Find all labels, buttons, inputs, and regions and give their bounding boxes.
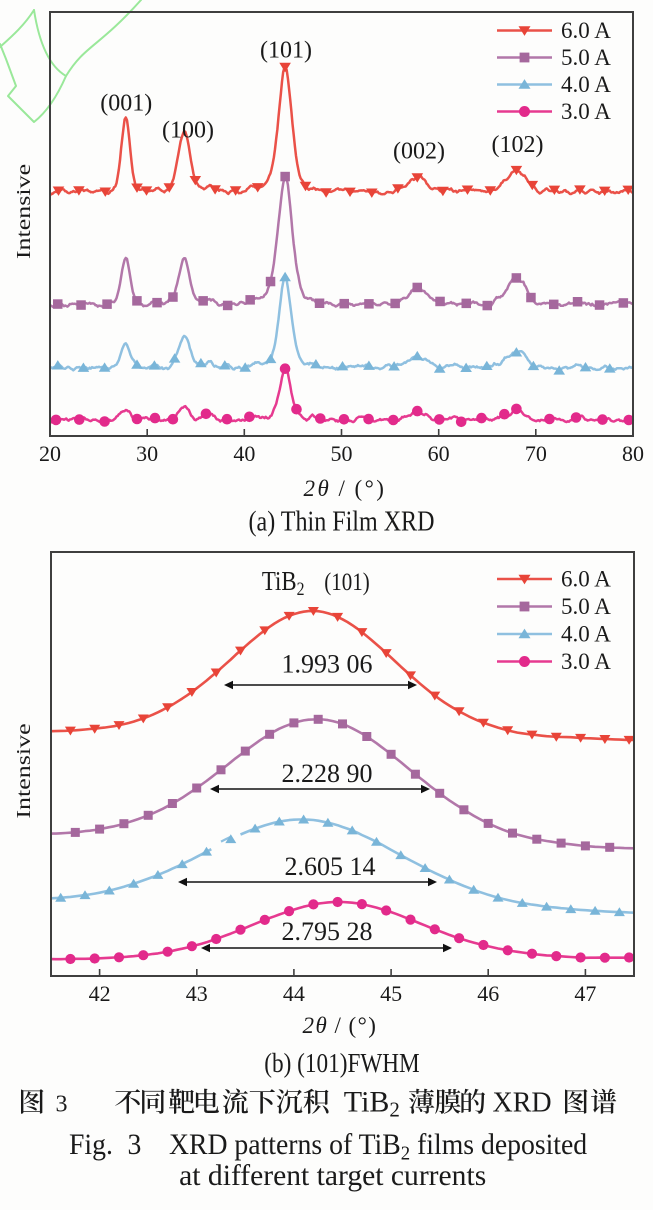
svg-text:3: 3 xyxy=(56,1092,68,1118)
svg-text:(001): (001) xyxy=(100,91,152,117)
svg-text:(100): (100) xyxy=(162,118,214,144)
svg-text:6.0 A: 6.0 A xyxy=(561,18,611,43)
svg-text:1.993 06: 1.993 06 xyxy=(282,650,373,679)
svg-text:40: 40 xyxy=(233,441,255,466)
svg-text:60: 60 xyxy=(428,441,450,466)
svg-text:Fig.: Fig. xyxy=(69,1128,113,1161)
svg-text:4.0 A: 4.0 A xyxy=(561,622,611,647)
svg-text:70: 70 xyxy=(525,441,547,466)
svg-text:XRD patterns of TiB2 films dep: XRD patterns of TiB2 films deposited xyxy=(169,1128,587,1164)
svg-text:(102): (102) xyxy=(492,132,544,158)
svg-text:6.0 A: 6.0 A xyxy=(561,567,611,592)
svg-text:Intensive: Intensive xyxy=(12,723,35,818)
svg-text:20: 20 xyxy=(39,441,61,466)
svg-text:2.795 28: 2.795 28 xyxy=(282,917,373,946)
svg-text:at different target currents: at different target currents xyxy=(179,1160,486,1192)
svg-text:(002): (002) xyxy=(393,139,445,165)
svg-text:2.228 90: 2.228 90 xyxy=(282,759,373,788)
svg-text:5.0 A: 5.0 A xyxy=(561,45,611,70)
svg-text:2θ / (°): 2θ / (°) xyxy=(304,476,387,501)
svg-text:43: 43 xyxy=(186,981,208,1006)
svg-text:80: 80 xyxy=(622,441,644,466)
svg-text:2.605 14: 2.605 14 xyxy=(285,852,376,881)
svg-text:5.0 A: 5.0 A xyxy=(561,594,611,619)
svg-text:3.0 A: 3.0 A xyxy=(561,649,611,674)
svg-text:(a) Thin Film XRD: (a) Thin Film XRD xyxy=(249,504,435,537)
svg-text:47: 47 xyxy=(574,981,596,1006)
svg-text:3.0 A: 3.0 A xyxy=(561,99,611,124)
svg-text:(b) (101)FWHM: (b) (101)FWHM xyxy=(264,1049,419,1078)
svg-text:46: 46 xyxy=(477,981,499,1006)
svg-text:4.0 A: 4.0 A xyxy=(561,72,611,97)
svg-text:30: 30 xyxy=(136,441,158,466)
svg-text:Intensive: Intensive xyxy=(12,164,35,259)
svg-text:2θ / (°): 2θ / (°) xyxy=(303,1013,378,1038)
svg-text:3: 3 xyxy=(128,1128,142,1161)
svg-text:42: 42 xyxy=(89,981,111,1006)
svg-text:45: 45 xyxy=(380,981,402,1006)
svg-text:44: 44 xyxy=(283,981,305,1006)
svg-text:XRD: XRD xyxy=(493,1088,552,1119)
svg-text:50: 50 xyxy=(331,441,353,466)
svg-text:(101): (101) xyxy=(260,38,312,64)
svg-text:(101): (101) xyxy=(324,567,369,595)
